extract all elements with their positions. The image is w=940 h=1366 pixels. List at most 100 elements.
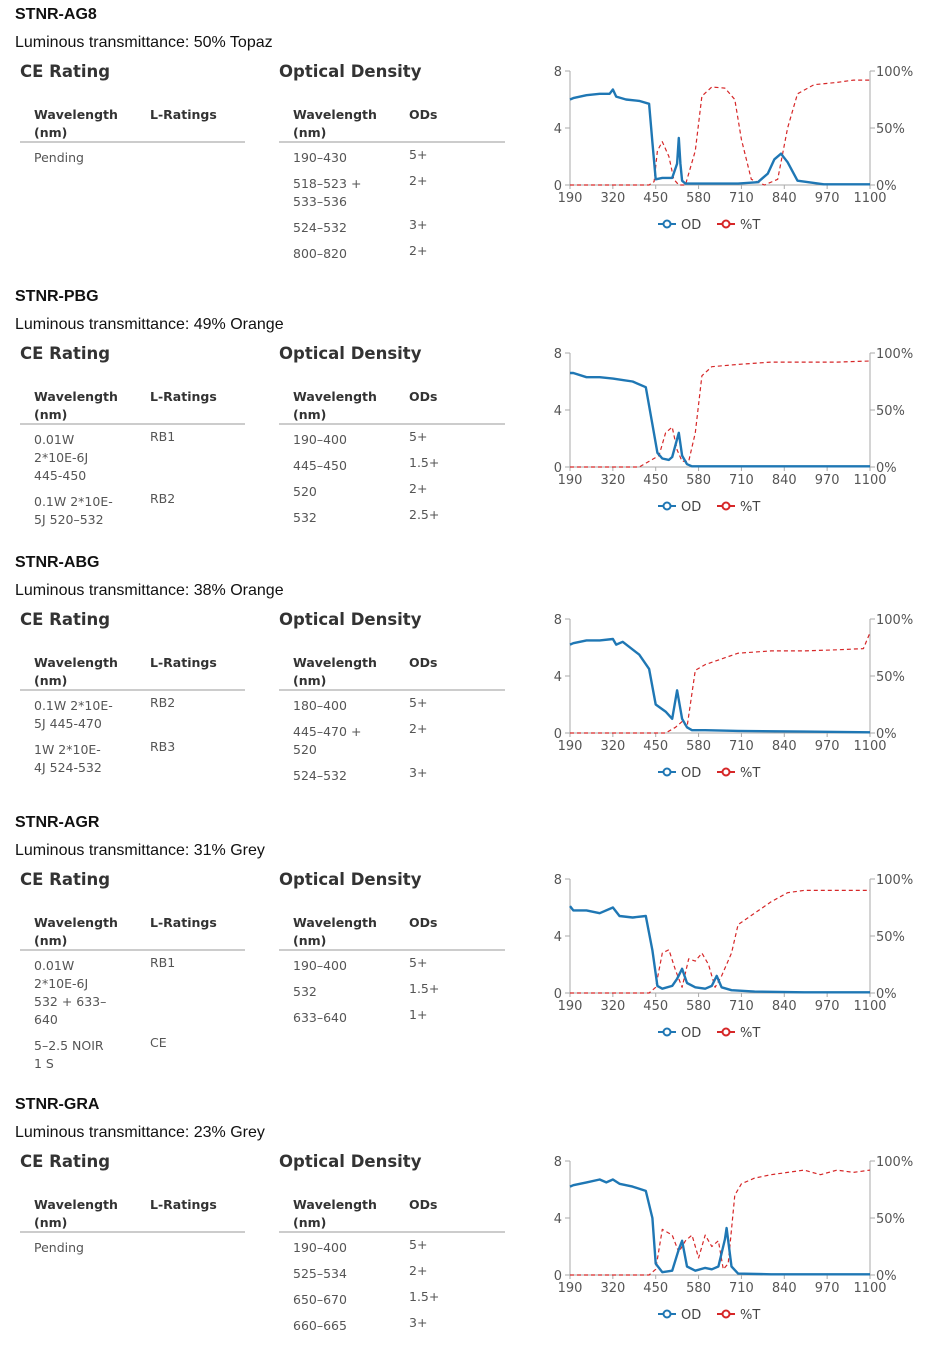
y-left-tick-label: 4 [554, 930, 562, 945]
od-series-line [570, 371, 870, 468]
product-name: STNR-AG8 [15, 6, 97, 23]
column-header: L-Ratings [150, 389, 217, 404]
wavelength-cell: Pending [34, 150, 84, 165]
column-header: L-Ratings [150, 1197, 217, 1212]
optical-density-table: Wavelength (nm) ODs 190–400 5+ 525–534 2+ 650–… [279, 1188, 505, 1333]
column-header: L-Ratings [150, 655, 217, 670]
column-header: Wavelength (nm) [34, 107, 118, 140]
product-section: STNR-GRA Luminous transmittance: 23% Grey… [0, 1096, 940, 1366]
y-left-tick-label: 4 [554, 404, 562, 419]
wavelength-cell: 0.01W 2*10E-6J 445-450 [34, 432, 89, 483]
column-header: ODs [409, 389, 438, 404]
product-section: STNR-AGR Luminous transmittance: 31% Grey… [0, 814, 940, 1084]
legend-label: OD [681, 1308, 701, 1323]
rating-cell: 2+ [409, 173, 428, 188]
legend-label: OD [681, 766, 701, 781]
x-tick-label: 320 [600, 1281, 625, 1296]
x-tick-label: 970 [815, 999, 840, 1014]
rating-cell: 1.5+ [409, 455, 440, 470]
wavelength-cell: Pending [34, 1240, 84, 1255]
wavelength-cell: 800–820 [293, 246, 347, 261]
x-tick-label: 450 [643, 191, 668, 206]
y-right-tick-label: 100% [876, 65, 913, 80]
od-series-line [569, 88, 870, 186]
y-left-tick-label: 4 [554, 670, 562, 685]
optical-density-title: Optical Density [279, 870, 422, 889]
rating-cell: 5+ [409, 1237, 428, 1252]
legend-marker [662, 1309, 672, 1319]
wavelength-cell: 520 [293, 484, 317, 499]
chart-axes [569, 619, 871, 734]
rating-cell: 2+ [409, 243, 428, 258]
x-tick-label: 970 [815, 1281, 840, 1296]
column-header: Wavelength (nm) [34, 389, 118, 422]
transmission-chart: 190 320 450 580 710 840 970 1100 0 4 8 0% 50% 100% OD%… [554, 1155, 913, 1323]
x-tick-label: 710 [729, 473, 754, 488]
y-right-tick-label: 0% [876, 727, 897, 742]
od-series-line [569, 637, 871, 734]
rating-cell: 2+ [409, 1263, 428, 1278]
table-header: Wavelength (nm) ODs [279, 1188, 505, 1233]
legend-label: %T [740, 500, 760, 515]
transmittance-series-line [570, 1169, 871, 1276]
product-name: STNR-ABG [15, 554, 100, 571]
y-right-tick-label: 100% [876, 873, 913, 888]
y-right-tick-label: 50% [876, 122, 905, 137]
x-tick-label: 580 [686, 739, 711, 754]
legend-marker [721, 501, 731, 511]
wavelength-cell: 524–532 [293, 220, 347, 235]
ce-rating-title: CE Rating [20, 344, 111, 363]
column-header: Wavelength (nm) [293, 655, 377, 688]
legend-label: OD [681, 1026, 701, 1041]
x-tick-label: 450 [643, 739, 668, 754]
product-section: STNR-AG8 Luminous transmittance: 50% Topa… [0, 6, 940, 276]
wavelength-cell: 5–2.5 NOIR 1 S [34, 1038, 104, 1071]
y-left-tick-label: 4 [554, 1212, 562, 1227]
x-tick-label: 580 [686, 999, 711, 1014]
x-tick-label: 710 [729, 1281, 754, 1296]
transmission-chart: 190 320 450 580 710 840 970 1100 0 4 8 0% 50% 100% OD%… [554, 347, 913, 515]
x-tick-label: 580 [686, 1281, 711, 1296]
transmission-chart: 190 320 450 580 710 840 970 1100 0 4 8 0% 50% 100% OD%… [554, 873, 913, 1041]
ce-rating-table: Wavelength (nm) L-Ratings Pending [20, 1188, 245, 1255]
x-tick-label: 840 [772, 739, 797, 754]
chart-axes [569, 71, 871, 186]
column-header: ODs [409, 655, 438, 670]
x-tick-label: 840 [772, 473, 797, 488]
legend-marker [721, 219, 731, 229]
legend-marker [662, 501, 672, 511]
column-header: Wavelength (nm) [34, 915, 118, 948]
y-right-tick-label: 50% [876, 930, 905, 945]
rating-cell: 3+ [409, 217, 428, 232]
x-tick-label: 1100 [853, 191, 886, 206]
ce-rating-title: CE Rating [20, 870, 111, 889]
x-tick-label: 450 [643, 473, 668, 488]
y-left-tick-label: 8 [554, 347, 562, 362]
x-tick-label: 840 [772, 191, 797, 206]
column-header: ODs [409, 107, 438, 122]
rating-cell: RB1 [150, 429, 176, 444]
legend-label: %T [740, 1308, 760, 1323]
od-series-line [569, 1178, 870, 1276]
column-header: L-Ratings [150, 915, 217, 930]
product-name: STNR-GRA [15, 1096, 100, 1113]
wavelength-cell: 445–450 [293, 458, 347, 473]
y-left-tick-label: 0 [554, 987, 562, 1002]
y-right-tick-label: 0% [876, 987, 897, 1002]
rating-cell: 1.5+ [409, 981, 440, 996]
x-tick-label: 1100 [853, 999, 886, 1014]
rating-cell: 1.5+ [409, 1289, 440, 1304]
column-header: Wavelength (nm) [34, 1197, 118, 1230]
y-right-tick-label: 100% [876, 347, 913, 362]
rating-cell: 2.5+ [409, 507, 440, 522]
x-tick-label: 710 [729, 191, 754, 206]
wavelength-cell: 190–400 [293, 1240, 347, 1255]
x-tick-label: 580 [686, 473, 711, 488]
x-tick-label: 450 [643, 999, 668, 1014]
table-header: Wavelength (nm) L-Ratings [20, 906, 245, 951]
y-left-tick-label: 0 [554, 179, 562, 194]
table-header: Wavelength (nm) L-Ratings [20, 1188, 245, 1233]
luminous-transmittance: Luminous transmittance: 31% Grey [15, 842, 265, 859]
luminous-transmittance: Luminous transmittance: 38% Orange [15, 582, 284, 599]
x-tick-label: 450 [643, 1281, 668, 1296]
